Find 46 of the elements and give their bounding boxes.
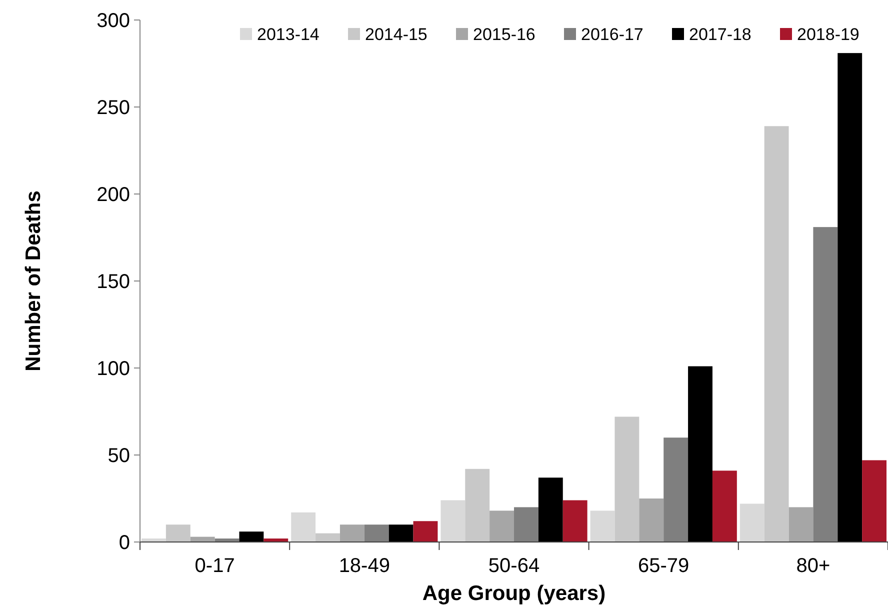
legend-label: 2018-19 [797,25,860,44]
legend-label: 2013-14 [257,25,320,44]
bar [764,126,789,542]
bar [838,53,862,542]
bar [590,510,615,542]
bar [614,416,640,542]
y-tick-label: 200 [96,184,130,206]
y-axis-title: Number of Deaths [22,190,45,372]
bar [440,500,466,542]
bar [788,507,814,542]
legend-label: 2017-18 [689,25,752,44]
bar [562,500,588,542]
bar [664,438,688,542]
x-tick-label: 0-17 [194,555,235,577]
bar [740,504,764,542]
bar [316,533,340,542]
y-tick-label: 250 [96,97,130,119]
x-tick-label: 18-49 [338,555,390,577]
bar [538,478,563,542]
bar [465,468,490,542]
bar [514,507,538,542]
bar [862,460,887,542]
x-axis-title: Age Group (years) [422,582,606,605]
legend-label: 2014-15 [365,25,428,44]
y-tick-label: 0 [118,532,130,554]
legend-label: 2015-16 [473,25,536,44]
y-tick-label: 50 [108,445,130,467]
bar [639,498,664,542]
bar [413,521,438,542]
legend-label: 2016-17 [581,25,644,44]
bar [688,366,712,542]
y-tick-label: 100 [96,358,130,380]
bar [340,524,364,542]
bar [490,510,514,542]
x-tick-label: 80+ [796,555,830,577]
x-tick-label: 50-64 [488,555,540,577]
bar [166,524,190,542]
bar [813,227,838,542]
x-tick-label: 65-79 [638,555,690,577]
bar [291,512,316,542]
bar [388,524,414,542]
y-tick-label: 150 [96,271,130,293]
bar [712,470,737,542]
bar [239,532,264,542]
bar [364,524,389,542]
y-tick-label: 300 [96,10,130,32]
